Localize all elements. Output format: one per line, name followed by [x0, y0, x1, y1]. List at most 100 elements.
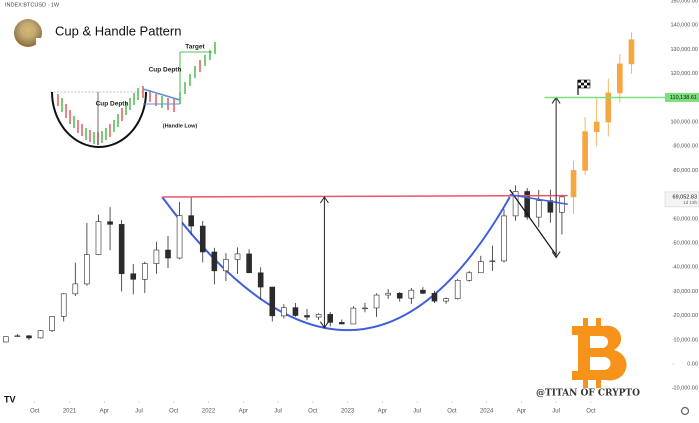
- y-tick-label: 130,000.00: [670, 47, 698, 53]
- candle-body: [211, 251, 218, 272]
- candle-body: [95, 221, 102, 255]
- candle-body: [373, 294, 380, 309]
- x-tick-label: Apr: [239, 409, 248, 415]
- candle-body: [315, 314, 322, 318]
- watermark: @TITAN OF CRYPTO: [536, 389, 640, 399]
- candle-body: [501, 215, 507, 262]
- candle-body: [454, 279, 461, 299]
- title: Cup & Handle Pattern: [55, 23, 181, 38]
- plot-area: [2, 32, 672, 343]
- candle-body: [489, 260, 496, 263]
- target-label-bg: [665, 92, 699, 102]
- inset-cup: [51, 91, 147, 148]
- y-tick-label: 90,000.00: [674, 144, 698, 150]
- candle-body: [304, 315, 310, 318]
- y-tick-label: 0.00: [687, 361, 698, 367]
- candle-body: [72, 283, 79, 295]
- inset-label: Cup Depth: [149, 67, 182, 74]
- candle-body: [617, 63, 623, 94]
- x-tick-label: Oct: [447, 409, 457, 415]
- x-tick-label: Oct: [308, 409, 318, 415]
- candle-body: [559, 196, 565, 213]
- y-tick-label: 40,000.00: [674, 265, 698, 271]
- candle-body: [118, 224, 125, 275]
- x-tick-label: Oct: [586, 409, 596, 415]
- candle-body: [605, 92, 612, 123]
- candle-body: [408, 289, 415, 299]
- y-tick-label: -10,000.00: [672, 386, 698, 392]
- candle-body: [628, 39, 635, 65]
- candle-body: [350, 307, 357, 325]
- candle-body: [130, 273, 137, 280]
- candle-body: [362, 307, 368, 310]
- symbol: INDEX:BTCUSD · 1W: [5, 2, 60, 8]
- candle-body: [338, 322, 345, 325]
- candle-body: [37, 330, 44, 339]
- y-tick-label: 120,000.00: [670, 71, 698, 77]
- candle-body: [107, 221, 113, 225]
- candle-body: [257, 272, 264, 288]
- candle-body: [84, 254, 90, 285]
- candle-body: [199, 225, 206, 253]
- candle-body: [420, 289, 426, 294]
- candle-body: [478, 261, 484, 274]
- candle-body: [327, 314, 334, 323]
- avatar-face: [22, 24, 34, 36]
- candle-body: [593, 121, 600, 132]
- candle-body: [26, 335, 32, 339]
- y-tick-label: 80,000.00: [674, 168, 698, 174]
- y-tick-label: 150,000.00: [670, 0, 698, 4]
- x-tick-label: Oct: [30, 409, 40, 415]
- x-tick-label: 2022: [202, 409, 216, 415]
- candle-body: [385, 292, 391, 296]
- target-arrow-head: [551, 251, 561, 259]
- candle-body: [165, 249, 171, 259]
- candle-body: [396, 292, 403, 299]
- candle-body: [234, 253, 241, 260]
- target-label: 110,138.61: [670, 95, 697, 101]
- candle-body: [176, 215, 183, 259]
- candle-body: [431, 293, 438, 302]
- x-tick-label: Jul: [135, 409, 143, 415]
- candle-body: [153, 249, 160, 264]
- candle-body: [443, 298, 449, 302]
- x-tick-label: 2021: [63, 409, 77, 415]
- y-tick-label: 50,000.00: [674, 240, 698, 246]
- candle-body: [2, 336, 9, 343]
- settings-icon: [680, 406, 690, 416]
- candle-body: [281, 307, 287, 317]
- depth-arrow-head: [319, 196, 329, 204]
- x-tick-label: Apr: [517, 409, 526, 415]
- y-tick-label: 10,000.00: [674, 337, 698, 343]
- x-tick-label: Jul: [552, 409, 560, 415]
- x-tick-label: 2024: [480, 409, 494, 415]
- x-tick-label: Jul: [413, 409, 421, 415]
- inset-handle: [142, 88, 181, 101]
- candle-body: [60, 293, 67, 317]
- y-tick-label: 30,000.00: [674, 289, 698, 295]
- x-tick-label: Oct: [169, 409, 179, 415]
- inset: Cup Depth Cup Depth Target (Handle Low): [36, 38, 234, 152]
- candle-body: [292, 307, 299, 316]
- flag-icon: [577, 79, 591, 95]
- candle-body: [142, 263, 148, 280]
- candle-body: [14, 335, 21, 337]
- handle-line: [509, 193, 568, 206]
- candle-body: [570, 170, 577, 198]
- x-tick-label: 2023: [341, 409, 355, 415]
- candle-body: [188, 215, 194, 227]
- y-tick-label: 60,000.00: [674, 216, 698, 222]
- depth-arrow-head: [319, 321, 329, 329]
- inset-candles: [57, 42, 216, 145]
- inset-bg: [36, 38, 234, 152]
- candle-body: [524, 191, 530, 218]
- candle-body: [535, 200, 542, 218]
- candle-body: [512, 191, 519, 217]
- x-tick-label: Apr: [378, 409, 387, 415]
- inset-label: (Handle Low): [163, 123, 198, 129]
- resistance-line: [162, 194, 568, 198]
- price-label-bg: [664, 191, 699, 208]
- inset-label: Cup Depth: [96, 101, 129, 108]
